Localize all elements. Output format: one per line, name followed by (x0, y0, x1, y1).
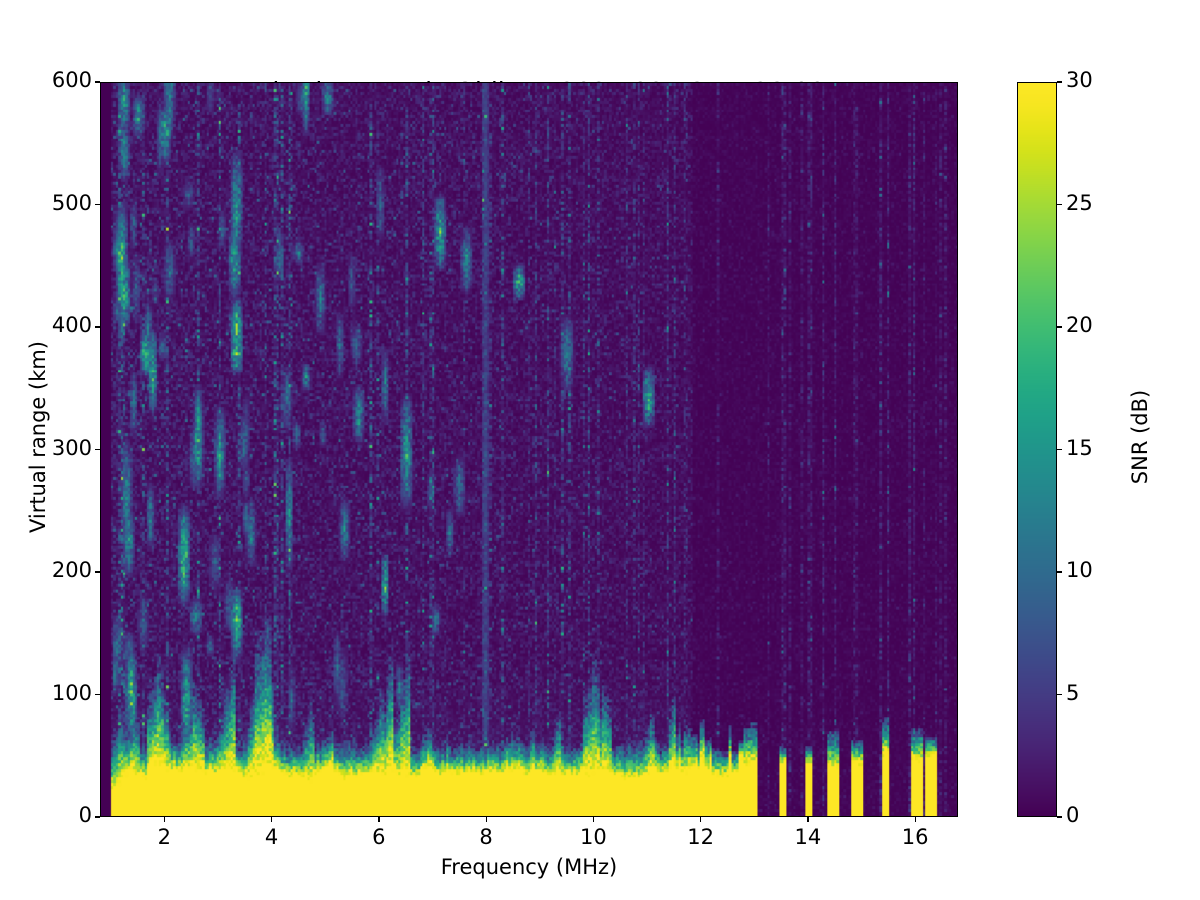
y-tick-mark (95, 693, 100, 696)
colorbar-tick-mark (1057, 448, 1062, 451)
x-tick-label: 2 (157, 825, 172, 849)
x-tick-mark (163, 817, 166, 822)
colorbar-tick-mark (1057, 693, 1062, 696)
colorbar-tick-mark (1057, 571, 1062, 573)
colorbar-tick-label: 20 (1066, 313, 1093, 337)
x-tick-label: 10 (579, 825, 607, 849)
y-tick-mark (95, 81, 100, 83)
x-tick-mark (378, 817, 380, 822)
colorbar-tick-label: 10 (1066, 558, 1093, 582)
y-tick-mark (95, 571, 100, 573)
ionogram-heatmap-canvas (101, 83, 957, 816)
colorbar-label: SNR (dB) (1128, 389, 1152, 485)
y-tick-label: 0 (78, 803, 92, 827)
x-tick-label: 8 (479, 825, 493, 849)
x-tick-label: 12 (687, 825, 714, 849)
x-tick-mark (592, 817, 595, 822)
y-tick-mark (95, 448, 100, 451)
x-axis-label: Frequency (MHz) (440, 855, 618, 879)
y-tick-label: 300 (51, 435, 92, 460)
colorbar-tick-label: 30 (1066, 68, 1093, 92)
y-tick-label: 600 (51, 68, 92, 92)
y-tick-mark (95, 816, 100, 818)
y-tick-label: 500 (51, 190, 92, 215)
x-tick-mark (271, 817, 273, 822)
x-tick-label: 14 (794, 825, 822, 849)
y-tick-label: 200 (51, 558, 92, 582)
x-tick-label: 4 (264, 825, 279, 849)
y-tick-label: 100 (51, 680, 92, 705)
colorbar-tick-label: 25 (1066, 190, 1093, 215)
ionogram-plot-area (100, 82, 958, 817)
x-tick-label: 6 (372, 825, 386, 849)
colorbar-gradient (1018, 83, 1056, 816)
x-tick-mark (485, 817, 487, 822)
colorbar-tick-mark (1057, 81, 1062, 83)
y-tick-mark (95, 326, 100, 328)
colorbar-tick-mark (1057, 326, 1062, 328)
x-tick-mark (700, 817, 702, 822)
colorbar-tick-label: 5 (1066, 680, 1080, 705)
x-tick-mark (807, 817, 809, 822)
x-tick-label: 16 (901, 825, 929, 849)
colorbar-tick-label: 0 (1066, 803, 1080, 827)
y-tick-mark (95, 203, 100, 206)
colorbar (1017, 82, 1057, 817)
colorbar-tick-mark (1057, 203, 1062, 206)
x-tick-mark (914, 817, 916, 822)
colorbar-tick-label: 15 (1066, 435, 1093, 460)
colorbar-tick-mark (1057, 816, 1062, 818)
y-tick-label: 400 (51, 313, 92, 337)
